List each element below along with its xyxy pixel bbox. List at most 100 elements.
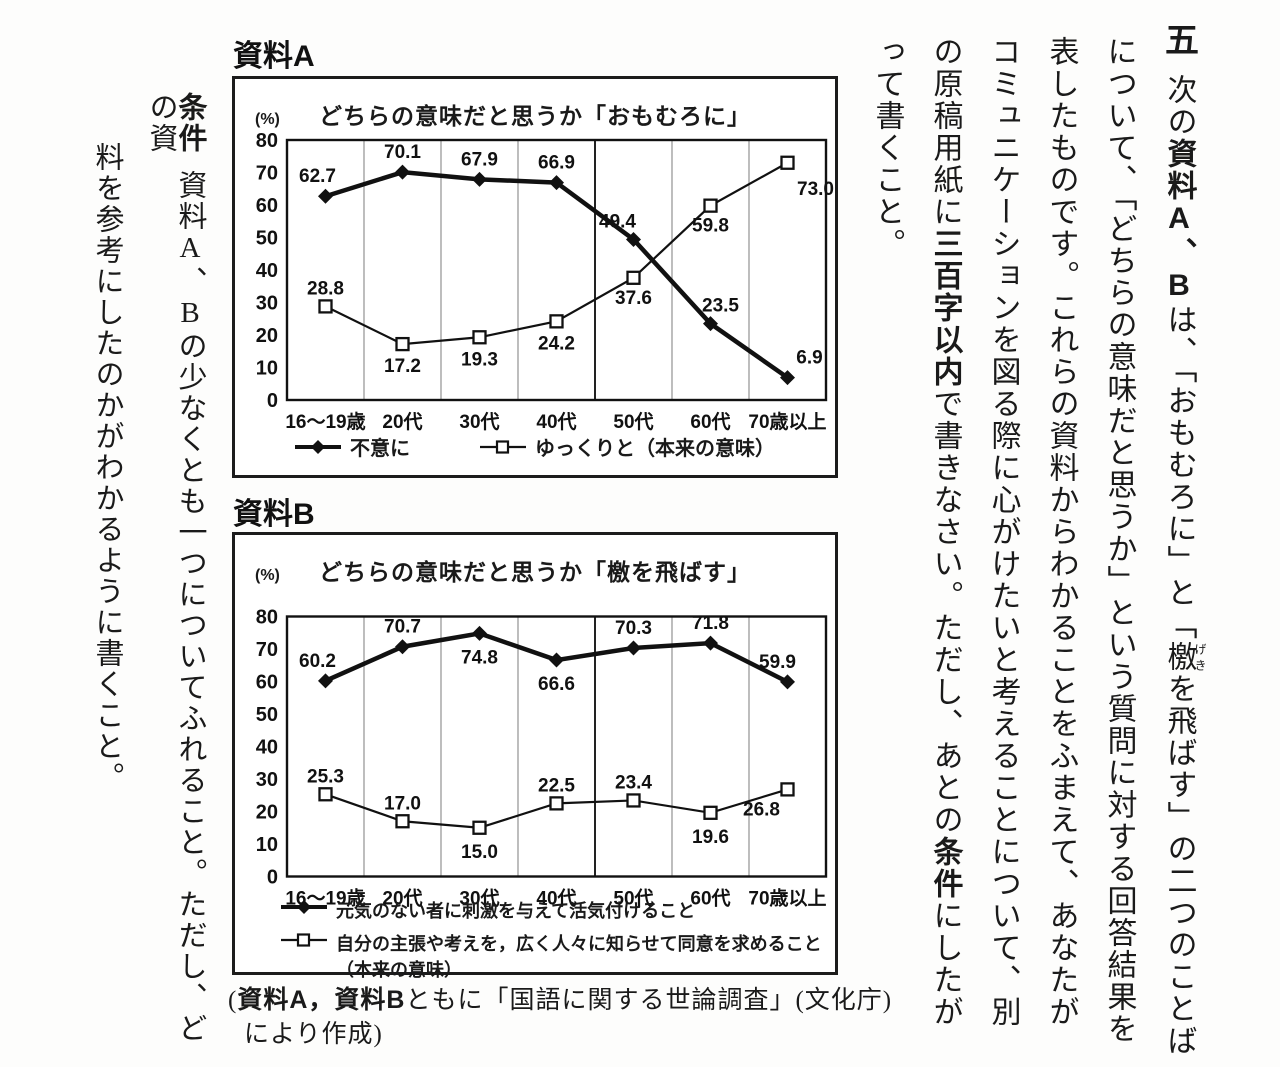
y-tick-label: 40 <box>256 260 278 282</box>
chart-a-legend: 不意に ゆっくりと（本来の意味） <box>235 432 835 461</box>
open-square-legend-icon <box>480 439 526 454</box>
y-tick-label: 70 <box>256 639 278 661</box>
diamond-marker-icon <box>318 673 333 689</box>
problem-col-1: 五次の資料A、Bは、「おもむろに」と「檄げきを飛ばす」の二つのことば <box>1159 22 1208 1062</box>
diamond-marker-icon <box>549 175 564 191</box>
data-point-value-label: 23.4 <box>615 772 652 793</box>
diamond-marker-icon <box>395 164 410 180</box>
chart-a: どちらの意味だと思うか「おもむろに」 (%) 0 10 20 30 40 50 60 70 80… <box>232 76 838 478</box>
problem-number: 五 <box>1159 22 1198 58</box>
data-point-value-label: 67.9 <box>461 149 498 170</box>
data-point-value-label: 17.0 <box>384 793 421 814</box>
chart-b: どちらの意味だと思うか「檄を飛ばす」 (%) 0 10 20 30 40 50 60 70 80… <box>232 532 838 980</box>
y-tick-label: 20 <box>256 325 278 347</box>
problem-col5-p2: で書きなさい。ただし、あとの <box>928 388 962 836</box>
diamond-marker-icon <box>703 635 718 651</box>
legend-item-genki: 元気のない者に刺激を与えて活気付けること <box>281 897 822 923</box>
square-marker-icon <box>318 787 333 802</box>
data-point-value-label: 49.4 <box>599 211 636 232</box>
square-marker-icon <box>395 336 410 352</box>
problem-col5-p3: にしたが <box>928 900 962 1028</box>
plot-border <box>285 615 828 878</box>
source-p1: ( <box>228 987 238 1014</box>
diamond-marker-icon <box>780 674 795 690</box>
open-square-legend-icon <box>281 933 327 947</box>
x-category-label: 30代 <box>459 411 499 433</box>
diamond-marker-icon <box>472 171 487 187</box>
square-marker-icon <box>472 820 487 835</box>
ruby-furigana: げき <box>1193 641 1207 673</box>
diamond-marker-icon <box>626 640 641 656</box>
data-point-value-label: 6.9 <box>796 348 822 369</box>
y-tick-label: 70 <box>256 163 278 185</box>
y-tick-label: 80 <box>256 130 278 152</box>
conditions-col-2: 料を参考にしたのかがわかるように書くこと。 <box>91 142 123 793</box>
legend-item-fuini: 不意に <box>295 432 410 461</box>
diamond-marker-icon <box>318 188 333 204</box>
legend-label-line1: 自分の主張や考えを，広く人々に知らせて同意を求めること <box>336 934 822 954</box>
chart-b-legend: 元気のない者に刺激を与えて活気付けること 自分の主張や考えを，広く人々に知らせて… <box>281 897 822 989</box>
conditions-col1-text: 資料A、Bの少なくとも一つについてふれること。ただし、どの資 <box>145 92 206 1044</box>
diamond-marker-icon <box>472 625 487 641</box>
legend-label-multiline: 自分の主張や考えを，広く人々に知らせて同意を求めること （本来の意味） <box>336 930 822 982</box>
data-point-value-label: 70.7 <box>384 617 421 638</box>
x-category-label: 70歳以上 <box>748 411 826 433</box>
problem-col-5: の原稿用紙に三百字以内で書きなさい。ただし、あとの条件にしたが <box>928 22 962 1062</box>
y-tick-label: 50 <box>256 704 278 726</box>
x-category-label: 20代 <box>382 411 422 433</box>
data-point-value-label: 59.9 <box>759 652 796 673</box>
square-marker-icon <box>780 782 795 797</box>
legend-label: ゆっくりと（本来の意味） <box>535 438 775 460</box>
problem-col5-p1: の原稿用紙に <box>928 36 962 228</box>
square-marker-icon <box>626 270 641 285</box>
data-point-value-label: 19.3 <box>461 349 498 370</box>
problem-col-6: って書くこと。 <box>870 36 904 260</box>
y-tick-label: 10 <box>256 834 278 856</box>
square-marker-icon <box>780 155 795 170</box>
chart-a-plot: 0 10 20 30 40 50 60 70 80 16～19歳 20代 30代 40代 50代 60代 70… <box>256 130 834 433</box>
problem-col-4: コミュニケーションを図る際に心がけたいと考えることについて、別 <box>986 36 1020 1028</box>
x-category-label: 70歳以上 <box>748 888 826 910</box>
data-point-value-label: 26.8 <box>743 799 780 820</box>
data-point-value-label: 71.8 <box>692 613 729 634</box>
data-point-value-label: 24.2 <box>538 333 575 354</box>
chart-a-label: 資料A <box>233 40 315 73</box>
x-category-label: 60代 <box>690 411 730 433</box>
diamond-marker-icon <box>626 231 641 247</box>
y-tick-label: 0 <box>267 867 278 889</box>
data-point-value-label: 70.1 <box>384 142 421 163</box>
data-point-value-label: 59.8 <box>692 216 729 237</box>
y-tick-label: 20 <box>256 802 278 824</box>
x-category-label: 40代 <box>536 888 576 910</box>
source-bold: 資料A，資料B <box>237 986 406 1014</box>
x-category-label: 50代 <box>613 411 653 433</box>
chart-b-label: 資料B <box>233 498 315 531</box>
square-marker-icon <box>703 805 718 820</box>
data-point-value-label: 19.6 <box>692 827 729 848</box>
conditions-block: 条件資料A、Bの少なくとも一つについてふれること。ただし、どの資 料を参考にした… <box>67 92 206 1067</box>
legend-label: 元気のない者に刺激を与えて活気付けること <box>336 901 696 921</box>
diamond-marker-icon <box>395 639 410 655</box>
x-category-label: 50代 <box>613 888 653 910</box>
source-note-line2: により作成) <box>244 1020 383 1048</box>
data-point-value-label: 62.7 <box>299 166 336 187</box>
y-tick-label: 60 <box>256 195 278 217</box>
problem-col5-conditions-word: 条件 <box>928 836 962 900</box>
x-category-label: 30代 <box>459 888 499 910</box>
data-point-value-label: 60.2 <box>299 651 336 672</box>
source-note: (資料A，資料Bともに「国語に関する世論調査」(文化庁) により作成) <box>228 984 892 1052</box>
square-marker-icon <box>549 314 564 329</box>
data-point-value-label: 25.3 <box>307 766 344 787</box>
x-category-label: 20代 <box>382 888 422 910</box>
ruby-base: 檄 <box>1162 641 1196 673</box>
data-point-value-label: 70.3 <box>615 618 652 639</box>
diamond-marker-icon <box>703 316 718 332</box>
y-tick-label: 80 <box>256 607 278 629</box>
y-tick-label: 0 <box>267 390 278 412</box>
data-point-value-label: 22.5 <box>538 775 575 796</box>
legend-label-line2: （本来の意味） <box>336 960 462 980</box>
x-category-label: 16～19歳 <box>285 411 365 433</box>
conditions-heading: 条件 <box>174 92 206 154</box>
